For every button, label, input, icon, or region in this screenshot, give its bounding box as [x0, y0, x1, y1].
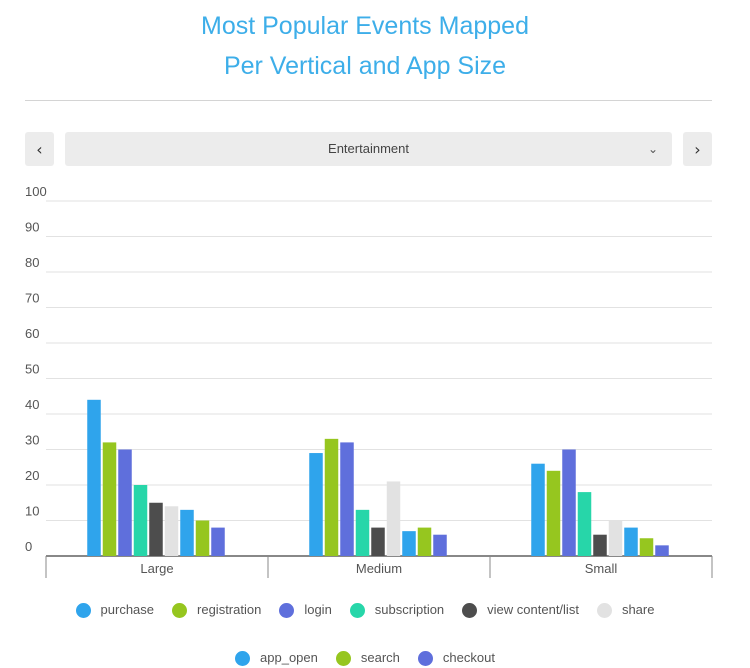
chevron-left-icon: ‹ [36, 139, 43, 159]
bar [118, 449, 132, 556]
bar [531, 463, 545, 556]
bar [417, 527, 432, 556]
bar [149, 502, 163, 556]
x-tick-label: Large [140, 561, 173, 576]
legend-label: view content/list [487, 602, 579, 617]
chart-legend: purchase registration login subscription vie… [0, 600, 730, 668]
bar [324, 438, 339, 556]
legend-swatch [349, 602, 365, 618]
legend-item[interactable]: checkout [417, 648, 495, 668]
bar [211, 527, 225, 556]
bar [655, 545, 669, 556]
y-tick-label: 20 [25, 468, 39, 483]
legend-label: checkout [442, 650, 495, 665]
x-tick-label: Small [585, 561, 618, 576]
bar [546, 470, 561, 556]
legend-swatch [596, 602, 612, 618]
bar [593, 534, 607, 556]
legend-item[interactable]: registration [172, 600, 261, 620]
bar [340, 442, 354, 556]
y-tick-label: 50 [25, 362, 39, 377]
chart-title: Most Popular Events Mapped Per Vertical … [0, 6, 730, 86]
bar [195, 520, 210, 556]
bar [608, 520, 623, 556]
y-tick-label: 40 [25, 397, 39, 412]
legend-swatch [279, 602, 295, 618]
x-tick-label: Medium [356, 561, 402, 576]
legend-label: purchase [100, 602, 155, 617]
chevron-down-icon: ⌄ [647, 142, 658, 156]
bar [164, 506, 179, 556]
legend-label: share [621, 602, 655, 617]
legend-swatch [462, 602, 478, 618]
bar [87, 399, 101, 556]
legend-label: registration [197, 602, 262, 617]
bar [133, 485, 148, 556]
y-tick-label: 90 [25, 220, 39, 235]
title-divider [25, 100, 712, 101]
bar [639, 538, 654, 556]
legend-label: subscription [374, 602, 445, 617]
bar [624, 527, 638, 556]
legend-swatch [75, 602, 91, 618]
bar [433, 534, 447, 556]
legend-label: login [304, 602, 332, 617]
y-tick-label: 60 [25, 326, 39, 341]
legend-item[interactable]: subscription [349, 600, 445, 620]
y-tick-label: 30 [25, 433, 39, 448]
bar [577, 492, 592, 556]
next-vertical-button[interactable]: › [683, 132, 712, 166]
bar [402, 531, 416, 556]
bar [180, 509, 194, 556]
chart-title-line-2: Per Vertical and App Size [223, 52, 507, 80]
chevron-right-icon: › [694, 139, 701, 159]
bar [309, 453, 323, 556]
chart-title-line-1: Most Popular Events Mapped [201, 12, 529, 40]
legend-item[interactable]: login [279, 600, 332, 620]
bar [386, 481, 401, 556]
bar [371, 527, 385, 556]
vertical-select[interactable]: Entertainment ⌄ [65, 132, 672, 166]
legend-swatch [172, 602, 188, 618]
bar-chart: 0 10 20 30 40 50 60 70 80 90 100 Large Medium Small [25, 184, 713, 578]
bar [355, 509, 370, 556]
y-tick-label: 10 [25, 504, 39, 519]
y-tick-label: 0 [25, 539, 32, 554]
y-tick-label: 100 [25, 184, 47, 199]
legend-swatch [335, 650, 351, 666]
legend-item[interactable]: share [596, 600, 655, 620]
legend-swatch [235, 650, 251, 666]
legend-label: app_open [260, 650, 318, 665]
legend-item[interactable]: search [335, 648, 400, 668]
previous-vertical-button[interactable]: ‹ [25, 132, 54, 166]
bar [102, 442, 117, 556]
bar [562, 449, 576, 556]
legend-item[interactable]: purchase [75, 600, 155, 620]
vertical-select-value: Entertainment [328, 141, 409, 156]
y-tick-label: 70 [25, 291, 39, 306]
legend-item[interactable]: view content/list [462, 600, 579, 620]
legend-item[interactable]: app_open [235, 648, 318, 668]
legend-label: search [360, 650, 400, 665]
legend-swatch [417, 650, 433, 666]
y-tick-label: 80 [25, 255, 39, 270]
